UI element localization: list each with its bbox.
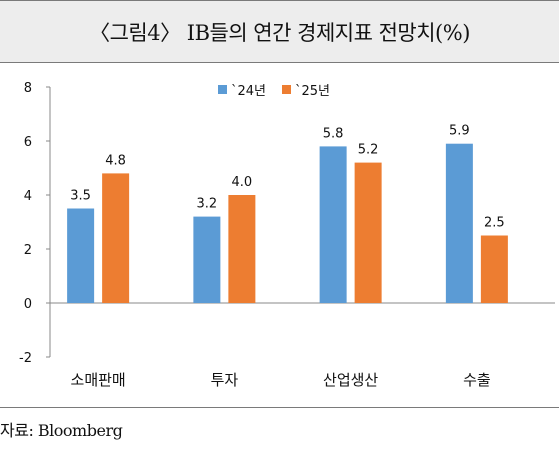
y-tick-label: -2 (19, 351, 32, 366)
source-note: 자료: Bloomberg (0, 421, 123, 440)
data-label: 2.5 (484, 216, 505, 231)
bar (102, 173, 130, 303)
bar (319, 146, 347, 303)
data-label: 5.8 (323, 126, 344, 141)
legend-label: `24년 (231, 84, 266, 99)
data-label: 5.2 (358, 143, 379, 158)
chart-frame: -2 0 2 4 6 8 3.5 4.8 소매판매 3.2 4.0 투자 5.8 5.2 산업생산 5.9 2… (0, 63, 559, 408)
bar (228, 195, 256, 303)
legend-swatch (218, 85, 227, 94)
bar (67, 208, 95, 303)
legend-label: `25년 (295, 84, 330, 99)
category-label: 산업생산 (323, 371, 378, 389)
data-label: 3.2 (197, 197, 218, 212)
bar-chart: -2 0 2 4 6 8 3.5 4.8 소매판매 3.2 4.0 투자 5.8 5.2 산업생산 5.9 2… (19, 81, 555, 389)
bar (193, 216, 221, 303)
data-label: 4.0 (232, 175, 253, 190)
y-tick-label: 6 (24, 135, 32, 150)
title-banner: 〈그림4〉 IB들의 연간 경제지표 전망치(%) (0, 0, 559, 63)
data-label: 3.5 (70, 189, 91, 204)
category-label: 소매판매 (71, 371, 126, 389)
chart-title: 〈그림4〉 IB들의 연간 경제지표 전망치(%) (89, 20, 470, 45)
bar (354, 162, 382, 303)
y-tick-label: 4 (24, 189, 32, 204)
y-tick-label: 8 (24, 81, 32, 96)
y-tick-label: 2 (24, 243, 32, 258)
category-label: 투자 (211, 371, 239, 389)
data-label: 5.9 (449, 124, 470, 139)
category-label: 수출 (463, 371, 491, 389)
bar (480, 235, 508, 303)
legend-swatch (282, 85, 291, 94)
data-label: 4.8 (105, 153, 126, 168)
y-tick-label: 0 (24, 297, 32, 312)
bar (445, 143, 473, 303)
